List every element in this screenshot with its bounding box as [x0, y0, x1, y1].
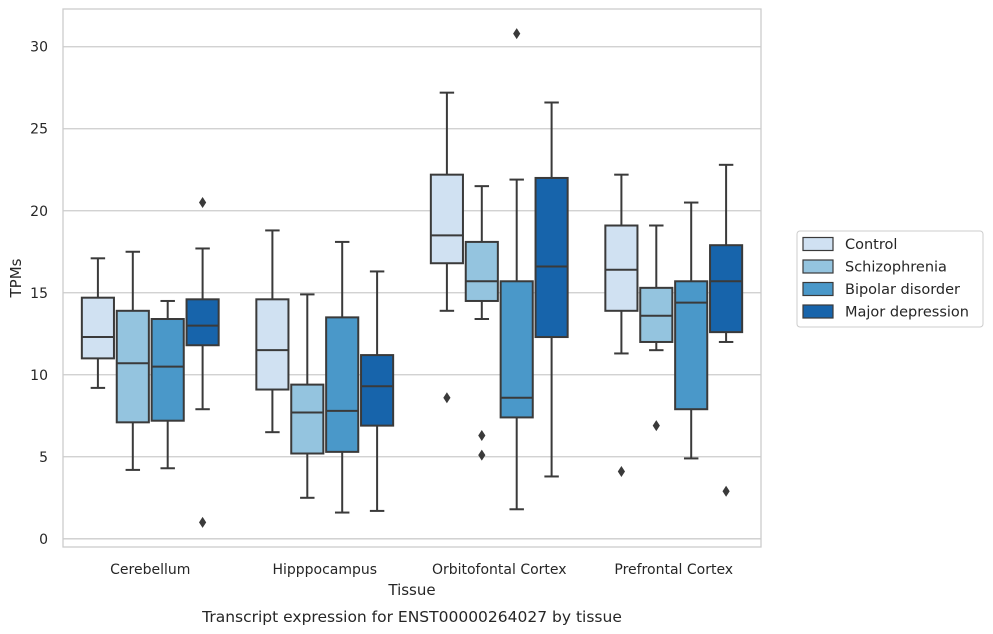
legend-label: Schizophrenia	[845, 260, 947, 276]
box-series	[80, 28, 744, 528]
legend-swatch	[802, 304, 834, 319]
box-iqr	[290, 383, 325, 455]
box-iqr	[185, 298, 220, 347]
box-item	[360, 270, 395, 512]
legend-swatch	[802, 281, 834, 297]
outlier-point	[513, 28, 521, 40]
box-iqr	[255, 298, 290, 391]
outlier-point	[199, 516, 207, 528]
y-tick-label: 15	[30, 286, 48, 302]
box-item	[80, 257, 115, 389]
y-tick-label: 0	[39, 532, 48, 548]
box-item	[115, 250, 150, 471]
x-tick-label: Prefrontal Cortex	[614, 562, 733, 578]
y-axis-ticks: 0 5 10 15 20 25 30	[30, 40, 48, 548]
box-iqr	[499, 280, 534, 419]
box-item	[674, 201, 709, 460]
box-iqr	[360, 354, 395, 427]
box-iqr	[674, 280, 709, 411]
legend-label: Bipolar disorder	[845, 282, 960, 298]
outlier-point	[652, 420, 660, 432]
box-iqr	[150, 318, 185, 422]
x-axis-label: Tissue	[387, 581, 435, 599]
box-item	[639, 224, 674, 432]
legend-swatch	[802, 236, 834, 252]
chart-caption: Transcript expression for ENST0000026402…	[201, 608, 622, 626]
outlier-point	[478, 449, 486, 461]
box-item	[185, 197, 220, 528]
y-tick-label: 10	[30, 368, 48, 384]
legend-label: Major depression	[845, 305, 969, 321]
outlier-point	[722, 485, 730, 497]
outlier-point	[617, 466, 625, 478]
box-iqr	[534, 176, 569, 339]
box-item	[150, 299, 185, 470]
box-item	[255, 229, 290, 434]
x-tick-label: Hipppocampus	[272, 562, 377, 578]
outlier-point	[443, 392, 451, 404]
y-tick-label: 30	[30, 40, 48, 56]
x-tick-label: Cerebellum	[110, 562, 190, 578]
legend-label: Control	[845, 237, 897, 253]
box-iqr	[429, 173, 464, 265]
legend-swatch	[802, 259, 834, 274]
box-item	[325, 240, 360, 514]
box-item	[534, 101, 569, 478]
box-item	[604, 173, 639, 478]
box-item	[429, 91, 464, 404]
box-iqr	[80, 296, 115, 360]
outlier-point	[478, 429, 486, 441]
box-iqr	[604, 224, 639, 312]
box-iqr	[115, 309, 150, 424]
series-schizophrenia	[115, 185, 674, 499]
box-iqr	[325, 316, 360, 453]
legend: Control Schizophrenia Bipolar disorder Majo…	[796, 230, 984, 328]
x-axis-ticks: Cerebellum Hipppocampus Orbitofontal Corte…	[110, 562, 733, 578]
box-item	[290, 293, 325, 499]
box-item	[499, 28, 534, 511]
series-major-depression	[185, 101, 744, 528]
series-control	[80, 91, 639, 478]
outlier-point	[199, 197, 207, 209]
series-bipolar-disorder	[150, 28, 709, 514]
x-tick-label: Orbitofontal Cortex	[432, 562, 567, 578]
y-tick-label: 20	[30, 204, 48, 220]
box-item	[464, 185, 499, 461]
plot-area-frame	[62, 8, 762, 548]
legend-frame	[796, 230, 984, 328]
box-iqr	[709, 244, 744, 334]
y-tick-label: 5	[39, 450, 48, 466]
y-axis-label: TPMs	[7, 258, 25, 298]
box-iqr	[464, 240, 499, 302]
box-item	[709, 163, 744, 497]
y-tick-label: 25	[30, 122, 48, 138]
